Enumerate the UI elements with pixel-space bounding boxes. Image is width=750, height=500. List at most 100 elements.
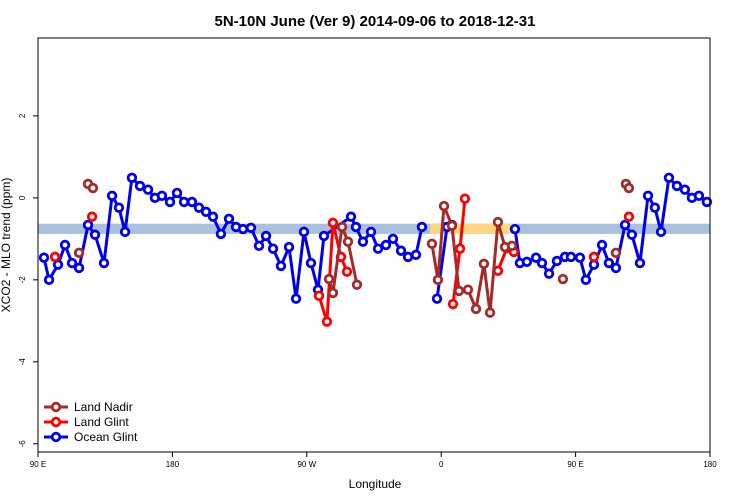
series-point bbox=[626, 229, 638, 240]
series-point bbox=[402, 251, 414, 263]
series-point bbox=[671, 180, 683, 192]
series-point bbox=[351, 279, 363, 290]
series-point bbox=[73, 247, 85, 258]
series-point bbox=[395, 245, 407, 256]
plot-frame bbox=[37, 37, 711, 453]
y-tick-label: -2 bbox=[18, 276, 27, 284]
y-axis-label: XCO2 - MLO trend (ppm) bbox=[0, 178, 13, 313]
series-point bbox=[642, 190, 654, 202]
series-point bbox=[426, 238, 438, 249]
series-point bbox=[200, 206, 212, 217]
series-point bbox=[603, 257, 615, 269]
x-tick-label: 180 bbox=[166, 460, 180, 469]
series-point bbox=[693, 190, 705, 202]
series-point bbox=[318, 230, 330, 242]
series-point bbox=[327, 217, 339, 229]
series-point bbox=[73, 262, 85, 274]
series-point bbox=[126, 172, 138, 183]
series-point bbox=[49, 251, 61, 263]
series-point bbox=[521, 256, 533, 268]
series-point bbox=[237, 223, 249, 235]
series-point bbox=[298, 226, 310, 238]
series-point bbox=[313, 290, 325, 302]
series-point bbox=[619, 219, 631, 231]
x-tick-label: 0 bbox=[439, 460, 444, 469]
series-point bbox=[462, 284, 474, 295]
series-point bbox=[447, 298, 459, 310]
series-point bbox=[438, 200, 450, 212]
series-point bbox=[87, 182, 99, 194]
y-tick-label: 0 bbox=[18, 195, 27, 200]
series-point bbox=[634, 257, 646, 269]
series-point bbox=[253, 240, 265, 252]
series-point bbox=[89, 229, 101, 240]
series-point bbox=[193, 202, 205, 213]
series-point bbox=[610, 262, 622, 274]
series-point bbox=[459, 193, 471, 204]
y-tick-label: -4 bbox=[18, 358, 27, 366]
legend-label: Ocean Glint bbox=[74, 430, 138, 444]
series-point bbox=[186, 196, 198, 208]
series-point bbox=[66, 257, 78, 269]
series-point bbox=[357, 236, 369, 247]
y-tick-label: -6 bbox=[18, 440, 27, 448]
band-highlight bbox=[430, 223, 516, 234]
y-tick-label: 2 bbox=[18, 113, 27, 118]
x-tick-label: 90 E bbox=[567, 460, 583, 469]
series-point bbox=[342, 236, 354, 247]
series-point bbox=[453, 285, 465, 297]
series-point bbox=[245, 222, 257, 233]
series-point bbox=[509, 223, 521, 235]
series-point bbox=[536, 257, 548, 269]
series-point bbox=[43, 274, 55, 286]
series-point bbox=[506, 240, 518, 252]
series-point bbox=[365, 226, 377, 238]
series-point bbox=[380, 239, 392, 251]
series-point bbox=[492, 216, 504, 228]
x-tick-label: 90 W bbox=[297, 460, 316, 469]
series-point bbox=[82, 219, 94, 231]
series-point bbox=[113, 202, 125, 213]
series-point bbox=[171, 187, 183, 199]
series-point bbox=[596, 239, 608, 251]
series-point bbox=[223, 213, 235, 224]
series-point bbox=[649, 202, 661, 213]
series-point bbox=[341, 266, 353, 277]
series-point bbox=[410, 249, 422, 261]
x-axis-label: Longitude bbox=[349, 477, 402, 491]
legend-marker bbox=[50, 431, 62, 443]
series-point bbox=[345, 211, 357, 222]
series-point bbox=[387, 233, 399, 245]
x-tick-label: 90 E bbox=[30, 460, 46, 469]
series-point bbox=[156, 190, 168, 202]
series-point bbox=[543, 268, 555, 279]
legend-marker bbox=[50, 401, 62, 413]
series-point bbox=[178, 196, 190, 208]
series-point bbox=[305, 257, 317, 269]
series-point bbox=[574, 252, 586, 263]
series-point bbox=[663, 172, 675, 183]
series-point bbox=[454, 243, 466, 254]
series-point bbox=[327, 287, 339, 299]
series-point bbox=[106, 190, 118, 202]
series-point bbox=[119, 226, 131, 238]
series-point bbox=[551, 255, 563, 267]
series-point bbox=[59, 239, 71, 251]
legend-label: Land Glint bbox=[74, 415, 129, 429]
x-tick-label: 180 bbox=[703, 460, 717, 469]
series-point bbox=[215, 228, 227, 240]
series-point bbox=[283, 241, 295, 253]
series-point bbox=[478, 258, 490, 270]
series-point bbox=[207, 211, 219, 222]
series-point bbox=[98, 257, 110, 269]
series-point bbox=[372, 243, 384, 254]
series-point bbox=[484, 307, 496, 318]
series-point bbox=[290, 293, 302, 304]
series-point bbox=[275, 260, 287, 272]
series-point bbox=[431, 293, 443, 304]
series-point bbox=[260, 230, 272, 242]
series-point bbox=[610, 247, 622, 258]
series-point bbox=[267, 243, 279, 254]
series-point bbox=[350, 221, 362, 233]
